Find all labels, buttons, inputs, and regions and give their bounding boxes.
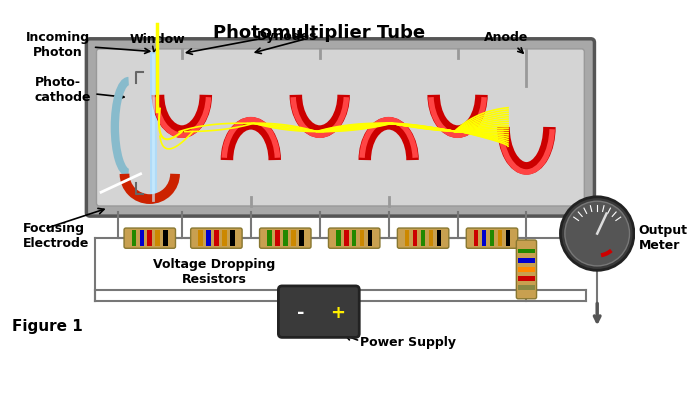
Bar [482, 230, 486, 246]
Text: Dynodes: Dynodes [257, 30, 318, 42]
Text: -: - [297, 304, 304, 323]
Bar [155, 230, 160, 246]
Text: Anode: Anode [484, 30, 528, 53]
Bar [474, 230, 478, 246]
Bar [490, 230, 494, 246]
Bar [405, 230, 409, 246]
Bar [360, 230, 365, 246]
Text: Figure 1: Figure 1 [12, 319, 83, 334]
Bar [275, 230, 279, 246]
Bar [437, 230, 441, 246]
FancyBboxPatch shape [191, 228, 242, 248]
Text: Photomultiplier Tube: Photomultiplier Tube [213, 24, 425, 42]
FancyBboxPatch shape [466, 228, 518, 248]
Text: Voltage Dropping
Resistors: Voltage Dropping Resistors [153, 258, 275, 286]
Bar [518, 276, 535, 281]
Bar [413, 230, 418, 246]
FancyBboxPatch shape [328, 228, 380, 248]
Bar [230, 230, 235, 246]
Bar [147, 230, 152, 246]
Bar [518, 258, 535, 262]
FancyBboxPatch shape [517, 240, 537, 299]
Bar [283, 230, 288, 246]
Bar [344, 230, 349, 246]
Bar [518, 286, 535, 290]
Bar [497, 230, 502, 246]
Text: +: + [330, 304, 345, 323]
Circle shape [565, 201, 630, 266]
Text: Photo-
cathode: Photo- cathode [35, 77, 124, 105]
Bar [214, 230, 219, 246]
FancyBboxPatch shape [259, 228, 311, 248]
Bar [429, 230, 433, 246]
Bar [368, 230, 372, 246]
Bar [291, 230, 296, 246]
Text: Output
Meter: Output Meter [638, 224, 687, 252]
Text: Focusing
Electrode: Focusing Electrode [23, 222, 89, 250]
Bar [518, 249, 535, 253]
Bar [352, 230, 356, 246]
Bar [131, 230, 136, 246]
FancyBboxPatch shape [87, 39, 594, 216]
Bar [336, 230, 341, 246]
Text: Window: Window [129, 33, 185, 52]
Circle shape [561, 197, 634, 270]
Bar [299, 230, 303, 246]
Bar [140, 230, 144, 246]
Bar [518, 267, 535, 272]
Bar [421, 230, 425, 246]
FancyBboxPatch shape [96, 49, 584, 206]
Bar [222, 230, 226, 246]
Bar [206, 230, 211, 246]
Bar [506, 230, 510, 246]
FancyBboxPatch shape [398, 228, 449, 248]
FancyBboxPatch shape [124, 228, 175, 248]
FancyBboxPatch shape [279, 286, 359, 337]
Bar [164, 230, 168, 246]
Bar [267, 230, 272, 246]
Text: Incoming
Photon: Incoming Photon [26, 30, 150, 59]
Bar [198, 230, 203, 246]
Text: Power Supply: Power Supply [360, 335, 456, 349]
